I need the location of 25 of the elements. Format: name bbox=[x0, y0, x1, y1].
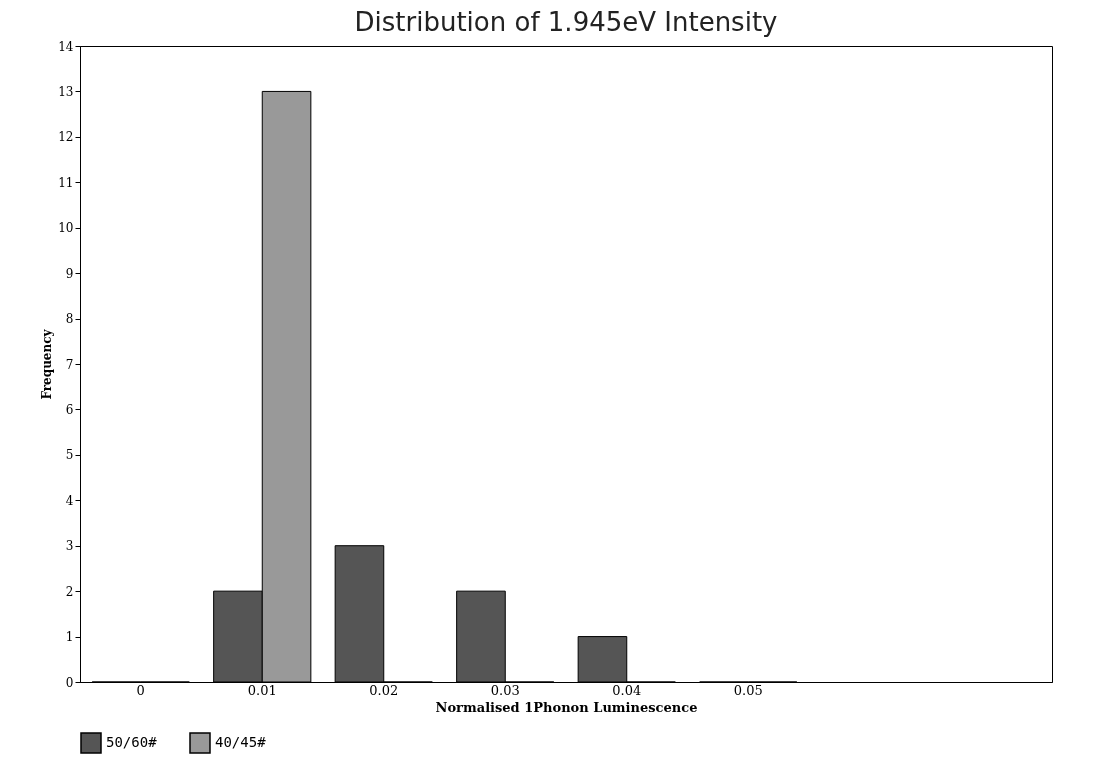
y-tick-label: 1 bbox=[65, 630, 74, 645]
y-tick-label: 3 bbox=[65, 539, 74, 554]
chart-title: Distribution of 1.945eV Intensity bbox=[354, 7, 778, 37]
legend-label: 40/45# bbox=[215, 734, 267, 750]
y-tick-label: 8 bbox=[65, 312, 74, 327]
y-tick-label: 12 bbox=[58, 130, 74, 145]
y-tick-label: 7 bbox=[65, 357, 74, 372]
y-tick-label: 11 bbox=[58, 175, 74, 190]
y-tick-label: 10 bbox=[58, 221, 74, 236]
y-tick-label: 4 bbox=[65, 493, 74, 508]
x-axis-title: Normalised 1Phonon Luminescence bbox=[435, 699, 698, 715]
y-tick-label: 9 bbox=[65, 266, 74, 281]
legend-label: 50/60# bbox=[106, 734, 158, 750]
y-axis-title: Frequency bbox=[40, 328, 55, 400]
y-tick-label: 6 bbox=[65, 402, 74, 417]
x-tick-label: 0.01 bbox=[247, 682, 277, 698]
x-tick-label: 0.03 bbox=[490, 682, 520, 698]
y-tick-label: 14 bbox=[58, 39, 74, 54]
x-tick-label: 0.05 bbox=[733, 682, 763, 698]
y-tick-label: 13 bbox=[58, 84, 74, 99]
y-tick-label: 2 bbox=[65, 584, 74, 599]
x-tick-label: 0.02 bbox=[369, 682, 399, 698]
x-tick-label: 0.04 bbox=[612, 682, 642, 698]
y-tick-label: 5 bbox=[65, 448, 74, 463]
x-tick-label: 0 bbox=[136, 682, 145, 698]
